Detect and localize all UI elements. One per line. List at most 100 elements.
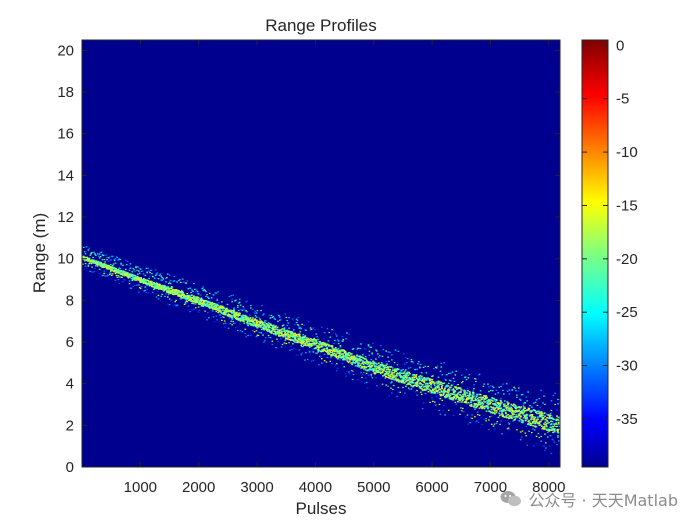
echo-sample — [530, 434, 532, 436]
echo-sample — [546, 431, 549, 433]
echo-sample — [234, 300, 236, 302]
colorbar-ticks: 0-5-10-15-20-25-30-35 — [582, 37, 638, 428]
trace-sample — [446, 391, 449, 393]
trace-sample — [133, 274, 135, 277]
trace-sample — [327, 349, 329, 352]
echo-sample — [461, 380, 464, 383]
trace-sample — [543, 425, 546, 428]
y-tick-label: 10 — [57, 251, 74, 268]
echo-sample — [257, 334, 260, 337]
x-axis: 1000 2000 3000 4000 5000 6000 7000 8000 — [124, 40, 565, 496]
echo-sample — [147, 292, 149, 294]
trace-sample — [221, 312, 224, 314]
trace-sample — [439, 388, 442, 390]
trace-sample — [370, 366, 373, 368]
echo-sample — [200, 305, 203, 307]
trace-sample — [200, 304, 203, 306]
trace-sample — [423, 377, 426, 379]
trace-sample — [105, 265, 107, 267]
echo-sample — [492, 425, 495, 427]
trace-sample — [481, 404, 484, 406]
trace-sample — [461, 401, 463, 403]
echo-sample — [282, 343, 285, 345]
echo-sample — [250, 334, 252, 336]
trace-sample — [310, 343, 313, 345]
trace-sample — [272, 324, 275, 326]
echo-sample — [138, 284, 140, 286]
trace-sample — [541, 414, 544, 416]
echo-sample — [552, 439, 555, 441]
echo-sample — [469, 422, 472, 424]
trace-sample — [446, 393, 448, 396]
trace-sample — [244, 319, 246, 321]
echo-sample — [520, 436, 523, 438]
trace-sample — [434, 391, 436, 394]
echo-sample — [391, 392, 393, 394]
trace-sample — [510, 416, 512, 418]
echo-sample — [186, 280, 189, 282]
echo-sample — [211, 310, 214, 312]
trace-sample — [558, 425, 560, 427]
echo-sample — [98, 268, 101, 270]
trace-sample — [446, 390, 449, 392]
echo-sample — [371, 352, 374, 354]
echo-sample — [152, 276, 154, 278]
trace-sample — [209, 307, 211, 309]
trace-sample — [385, 371, 388, 374]
trace-sample — [375, 369, 378, 371]
trace-sample — [320, 350, 322, 353]
trace-sample — [337, 352, 340, 354]
trace-sample — [160, 288, 163, 290]
trace-sample — [303, 338, 306, 341]
trace-sample — [356, 355, 358, 357]
trace-sample — [178, 290, 181, 292]
echo-sample — [491, 390, 494, 392]
trace-sample — [465, 395, 467, 397]
echo-sample — [242, 306, 245, 308]
trace-sample — [437, 382, 440, 384]
trace-sample — [368, 361, 370, 364]
trace-sample — [256, 327, 259, 329]
echo-sample — [460, 407, 462, 409]
trace-sample — [249, 317, 252, 320]
echo-sample — [461, 382, 463, 384]
echo-sample — [368, 354, 371, 356]
echo-sample — [525, 435, 528, 437]
trace-sample — [159, 284, 161, 286]
trace-sample — [480, 403, 482, 405]
trace-sample — [510, 415, 513, 417]
echo-sample — [519, 399, 522, 401]
trace-sample — [507, 403, 509, 405]
trace-sample — [557, 428, 559, 431]
trace-sample — [199, 299, 202, 301]
trace-sample — [555, 418, 558, 420]
echo-sample — [407, 387, 410, 389]
echo-sample — [437, 397, 440, 399]
echo-sample — [312, 351, 315, 353]
echo-sample — [221, 301, 223, 303]
trace-sample — [340, 349, 342, 351]
echo-sample — [499, 423, 501, 425]
trace-sample — [286, 333, 289, 335]
trace-sample — [546, 420, 549, 422]
trace-sample — [233, 313, 236, 315]
trace-sample — [361, 362, 364, 365]
trace-sample — [312, 342, 315, 345]
trace-sample — [446, 395, 449, 398]
trace-sample — [485, 410, 488, 412]
echo-sample — [167, 289, 170, 291]
echo-sample — [286, 324, 289, 327]
echo-sample — [403, 353, 405, 355]
trace-sample — [155, 287, 158, 290]
echo-sample — [175, 299, 177, 301]
trace-sample — [420, 388, 423, 390]
echo-sample — [311, 349, 314, 351]
echo-sample — [439, 370, 442, 372]
echo-sample — [232, 320, 234, 323]
trace-sample — [502, 414, 504, 416]
trace-sample — [392, 375, 394, 378]
trace-sample — [304, 343, 307, 346]
trace-sample — [317, 345, 320, 347]
trace-sample — [438, 391, 441, 393]
trace-sample — [407, 379, 410, 382]
